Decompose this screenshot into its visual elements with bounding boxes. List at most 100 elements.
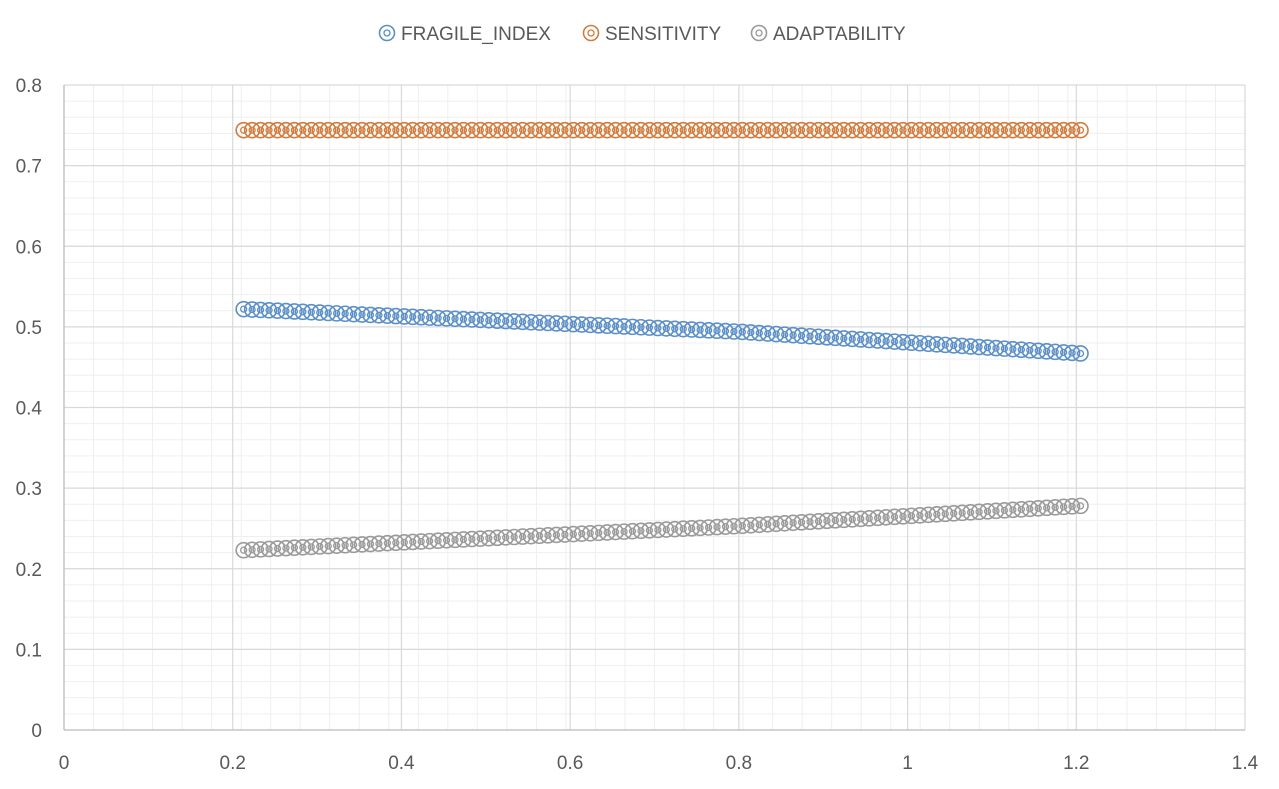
point-inner-ring bbox=[333, 309, 341, 318]
point-outer-ring bbox=[303, 121, 320, 139]
point-inner-ring bbox=[924, 340, 933, 348]
point-outer-ring bbox=[294, 121, 312, 139]
point-outer-ring bbox=[979, 503, 996, 520]
point-outer-ring bbox=[472, 311, 489, 329]
point-inner-ring bbox=[1000, 344, 1009, 353]
point-outer-ring bbox=[641, 121, 658, 139]
point-inner-ring bbox=[797, 518, 806, 526]
data-point bbox=[920, 335, 937, 353]
legend-marker bbox=[582, 24, 600, 42]
point-inner-ring bbox=[966, 342, 975, 351]
y-tick-label: 0 bbox=[31, 721, 42, 742]
point-inner-ring bbox=[333, 542, 341, 550]
point-inner-ring bbox=[1009, 506, 1017, 514]
point-outer-ring bbox=[911, 507, 929, 524]
point-outer-ring bbox=[1038, 343, 1055, 360]
data-point bbox=[979, 503, 996, 520]
point-outer-ring bbox=[429, 121, 447, 139]
point-inner-ring bbox=[730, 327, 738, 336]
point-inner-ring bbox=[899, 126, 907, 134]
data-point bbox=[624, 522, 641, 540]
point-outer-ring bbox=[894, 508, 912, 525]
data-point bbox=[294, 303, 312, 321]
point-inner-ring bbox=[518, 532, 527, 541]
point-outer-ring bbox=[784, 121, 802, 139]
data-point bbox=[708, 121, 726, 139]
data-point bbox=[936, 505, 954, 523]
point-inner-ring bbox=[552, 126, 561, 134]
point-outer-ring bbox=[480, 529, 498, 547]
point-inner-ring bbox=[502, 317, 510, 325]
point-inner-ring bbox=[535, 126, 544, 134]
point-inner-ring bbox=[679, 525, 687, 533]
data-point bbox=[810, 513, 827, 530]
point-inner-ring bbox=[924, 126, 933, 134]
point-outer-ring bbox=[928, 506, 946, 523]
data-point bbox=[497, 312, 515, 330]
point-inner-ring bbox=[721, 327, 730, 335]
point-outer-ring bbox=[607, 317, 624, 335]
data-point bbox=[750, 516, 768, 534]
point-outer-ring bbox=[767, 121, 785, 139]
point-inner-ring bbox=[840, 334, 848, 343]
point-outer-ring bbox=[438, 310, 455, 327]
point-inner-ring bbox=[256, 545, 265, 554]
data-point bbox=[810, 328, 827, 346]
data-point bbox=[886, 333, 903, 350]
point-inner-ring bbox=[273, 544, 282, 553]
point-inner-ring bbox=[755, 126, 763, 134]
point-outer-ring bbox=[581, 316, 599, 334]
point-outer-ring bbox=[395, 308, 413, 325]
point-outer-ring bbox=[894, 333, 912, 351]
point-outer-ring bbox=[1029, 500, 1047, 517]
point-outer-ring bbox=[615, 121, 633, 139]
point-inner-ring bbox=[366, 540, 375, 548]
data-point bbox=[658, 121, 675, 139]
data-point bbox=[979, 339, 996, 356]
data-point bbox=[362, 306, 379, 324]
point-inner-ring bbox=[333, 126, 341, 134]
data-point bbox=[666, 121, 684, 139]
point-outer-ring bbox=[894, 121, 912, 139]
data-point bbox=[472, 121, 489, 139]
point-inner-ring bbox=[476, 316, 485, 324]
data-point bbox=[421, 121, 438, 139]
data-point bbox=[843, 121, 861, 139]
point-inner-ring bbox=[764, 329, 772, 338]
y-tick-label: 0.2 bbox=[16, 560, 42, 581]
data-point bbox=[463, 311, 481, 328]
point-outer-ring bbox=[446, 531, 464, 549]
point-inner-ring bbox=[493, 534, 501, 542]
point-outer-ring bbox=[852, 121, 870, 139]
point-inner-ring bbox=[240, 126, 248, 134]
data-point bbox=[387, 121, 405, 139]
data-point bbox=[734, 121, 751, 139]
point-inner-ring bbox=[755, 521, 763, 529]
series-fragile-index bbox=[235, 300, 1089, 362]
point-inner-ring bbox=[485, 126, 493, 134]
point-inner-ring bbox=[527, 532, 535, 540]
point-inner-ring bbox=[611, 322, 620, 330]
point-inner-ring bbox=[992, 507, 1000, 515]
point-outer-ring bbox=[852, 331, 870, 348]
data-point bbox=[1055, 121, 1072, 139]
point-inner-ring bbox=[586, 321, 594, 329]
data-point bbox=[573, 121, 591, 139]
point-inner-ring bbox=[704, 523, 713, 532]
point-outer-ring bbox=[311, 121, 329, 139]
point-inner-ring bbox=[468, 126, 476, 134]
data-point bbox=[573, 316, 591, 333]
point-outer-ring bbox=[700, 121, 717, 139]
point-inner-ring bbox=[831, 126, 840, 134]
data-point bbox=[286, 121, 303, 139]
data-point bbox=[911, 507, 929, 524]
point-inner-ring bbox=[510, 126, 518, 134]
y-tick-label: 0.5 bbox=[16, 318, 42, 339]
point-outer-ring bbox=[691, 519, 709, 537]
data-point bbox=[886, 508, 903, 526]
data-point bbox=[328, 305, 345, 322]
point-inner-ring bbox=[950, 341, 958, 350]
point-outer-ring bbox=[945, 337, 963, 354]
point-outer-ring bbox=[565, 525, 582, 543]
